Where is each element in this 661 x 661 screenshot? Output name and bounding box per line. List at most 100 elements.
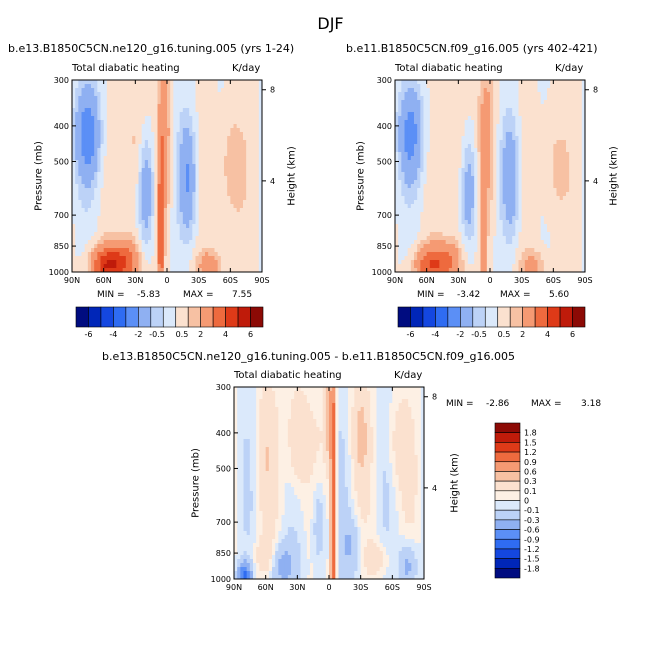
heatmap-cell [455, 180, 459, 185]
heatmap-cell [186, 192, 190, 197]
heatmap-cell [198, 80, 203, 85]
heatmap-cell [214, 156, 219, 161]
heatmap-cell [433, 112, 437, 117]
heatmap-cell [167, 80, 171, 85]
heatmap-cell [198, 100, 203, 105]
heatmap-cell [407, 156, 412, 161]
heatmap-cell [151, 240, 155, 245]
heatmap-cell [201, 244, 206, 249]
heatmap-cell [132, 116, 136, 121]
heatmap-cell [575, 188, 580, 193]
heatmap-cell [157, 120, 162, 125]
heatmap-cell [436, 112, 440, 117]
heatmap-cell [249, 136, 253, 141]
heatmap-cell [132, 124, 136, 129]
heatmap-cell [410, 212, 415, 217]
heatmap-cell [518, 160, 523, 165]
heatmap-cell [509, 168, 513, 173]
heatmap-cell [480, 100, 485, 105]
heatmap-cell [201, 84, 206, 89]
heatmap-cell [94, 192, 98, 197]
heatmap-cell [258, 248, 263, 253]
heatmap-cell [135, 100, 139, 105]
heatmap-cell [575, 112, 580, 117]
heatmap-cell [407, 116, 412, 121]
heatmap-cell [490, 112, 494, 117]
heatmap-cell [125, 204, 130, 209]
heatmap-cell [224, 232, 228, 237]
heatmap-cell [195, 144, 200, 149]
heatmap-cell [144, 188, 149, 193]
heatmap-cell [214, 96, 219, 101]
heatmap-cell [170, 268, 174, 273]
heatmap-cell [78, 96, 82, 101]
heatmap-cell [97, 216, 101, 221]
heatmap-cell [531, 176, 535, 181]
heatmap-cell [496, 92, 500, 97]
heatmap-cell [420, 160, 424, 165]
heatmap-cell [258, 196, 263, 201]
heatmap-cell [78, 256, 82, 261]
heatmap-cell [543, 132, 548, 137]
heatmap-cell [157, 108, 162, 113]
heatmap-cell [97, 100, 101, 105]
heatmap-cell [110, 240, 114, 245]
heatmap-cell [100, 120, 105, 125]
heatmap-cell [467, 180, 472, 185]
heatmap-cell [452, 172, 456, 177]
heatmap-cell [236, 188, 241, 193]
heatmap-cell [141, 156, 146, 161]
heatmap-cell [135, 252, 139, 257]
heatmap-cell [455, 160, 459, 165]
heatmap-cell [173, 136, 177, 141]
heatmap-cell [144, 108, 149, 113]
heatmap-cell [214, 260, 219, 265]
heatmap-cell [252, 92, 257, 97]
heatmap-cell [442, 144, 447, 149]
heatmap-cell [429, 92, 434, 97]
heatmap-cell [566, 104, 570, 109]
heatmap-cell [170, 148, 174, 153]
heatmap-cell [417, 200, 421, 205]
heatmap-cell [395, 100, 399, 105]
heatmap-cell [547, 100, 551, 105]
heatmap-cell [129, 88, 133, 93]
heatmap-cell [94, 136, 98, 141]
heatmap-cell [550, 116, 554, 121]
heatmap-cell [483, 80, 488, 85]
heatmap-cell [524, 116, 529, 121]
heatmap-cell [477, 148, 481, 153]
heatmap-cell [129, 112, 133, 117]
heatmap-cell [493, 136, 497, 141]
heatmap-cell [167, 244, 171, 249]
heatmap-cell [182, 164, 187, 169]
heatmap-cell [182, 252, 187, 257]
heatmap-cell [401, 116, 405, 121]
heatmap-cell [157, 212, 162, 217]
heatmap-cell [515, 116, 519, 121]
heatmap-cell [103, 92, 108, 97]
heatmap-cell [480, 164, 485, 169]
heatmap-cell [395, 180, 399, 185]
heatmap-cell [224, 144, 228, 149]
heatmap-cell [148, 128, 152, 133]
heatmap-cell [132, 188, 136, 193]
heatmap-cell [217, 224, 222, 229]
heatmap-cell [211, 220, 215, 225]
heatmap-cell [217, 152, 222, 157]
heatmap-cell [243, 132, 247, 137]
heatmap-cell [480, 176, 485, 181]
heatmap-cell [509, 180, 513, 185]
heatmap-cell [243, 124, 247, 129]
heatmap-cell [113, 172, 117, 177]
heatmap-cell [562, 112, 567, 117]
heatmap-cell [540, 168, 545, 173]
heatmap-cell [474, 184, 478, 189]
heatmap-cell [151, 196, 155, 201]
heatmap-cell [509, 156, 513, 161]
heatmap-cell [122, 244, 127, 249]
heatmap-cell [75, 212, 79, 217]
heatmap-cell [173, 128, 177, 133]
heatmap-cell [119, 96, 124, 101]
heatmap-cell [163, 228, 168, 233]
